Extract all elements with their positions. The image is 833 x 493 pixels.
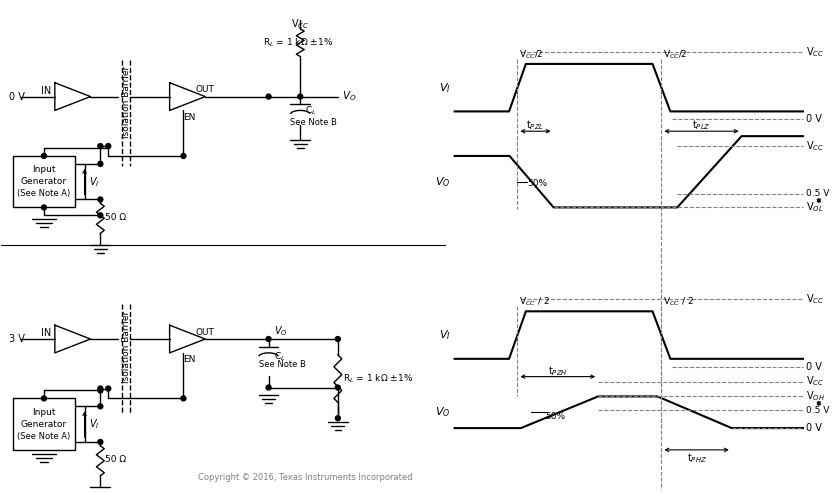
Text: V$_{OL}$: V$_{OL}$ <box>806 201 824 214</box>
Text: V$_{OH}$: V$_{OH}$ <box>806 389 825 403</box>
Text: 0.5 V: 0.5 V <box>806 406 830 415</box>
Text: See Note B: See Note B <box>259 360 306 369</box>
Text: 0 V: 0 V <box>806 362 822 372</box>
Text: V$_{CC}$/2: V$_{CC}$/2 <box>520 48 544 61</box>
Text: V$_I$: V$_I$ <box>439 81 451 95</box>
Circle shape <box>106 143 111 148</box>
Text: 0 V: 0 V <box>806 423 822 433</box>
Circle shape <box>181 396 186 401</box>
Text: V$_{CC}$/2: V$_{CC}$/2 <box>663 48 688 61</box>
Circle shape <box>106 386 111 391</box>
Text: 50 Ω: 50 Ω <box>105 213 127 222</box>
Text: V$_{CC}$: V$_{CC}$ <box>291 17 309 31</box>
Circle shape <box>97 143 102 148</box>
Bar <box>13 156 75 208</box>
Text: V$_{CC}$: V$_{CC}$ <box>806 375 824 388</box>
Text: IN: IN <box>41 328 51 338</box>
Circle shape <box>97 161 102 166</box>
Text: 50 Ω: 50 Ω <box>105 455 127 464</box>
Text: 50%: 50% <box>546 412 566 421</box>
Text: Isolation Barrier: Isolation Barrier <box>122 66 131 138</box>
Text: t$_{PZH}$: t$_{PZH}$ <box>548 364 567 378</box>
Text: V$_I$: V$_I$ <box>89 175 100 189</box>
Text: (See Note A): (See Note A) <box>17 431 71 441</box>
Text: Copyright © 2016, Texas Instruments Incorporated: Copyright © 2016, Texas Instruments Inco… <box>197 473 412 482</box>
Text: 3 V: 3 V <box>9 334 25 344</box>
Text: OUT: OUT <box>196 85 214 94</box>
Text: t$_{PHZ}$: t$_{PHZ}$ <box>686 451 706 465</box>
Text: V$_O$: V$_O$ <box>435 175 451 189</box>
Circle shape <box>97 197 102 202</box>
Circle shape <box>336 337 341 342</box>
Text: 0 V: 0 V <box>9 92 25 102</box>
Circle shape <box>42 205 47 210</box>
Text: Input: Input <box>32 408 56 417</box>
Text: Input: Input <box>32 165 56 175</box>
Text: OUT: OUT <box>196 328 214 337</box>
Circle shape <box>97 388 102 393</box>
Text: V$_{CC}$: V$_{CC}$ <box>806 292 824 306</box>
Text: V$_{CC}$: V$_{CC}$ <box>806 139 824 153</box>
Text: C$_L$: C$_L$ <box>273 351 285 363</box>
Text: V$_I$: V$_I$ <box>89 417 100 431</box>
Circle shape <box>336 385 341 390</box>
Circle shape <box>297 94 302 99</box>
Circle shape <box>42 153 47 158</box>
Text: See Note B: See Note B <box>291 118 337 127</box>
Text: C$_L$: C$_L$ <box>305 104 317 117</box>
Text: R$_L$ = 1 kΩ ±1%: R$_L$ = 1 kΩ ±1% <box>262 36 333 49</box>
Text: V$_O$: V$_O$ <box>435 405 451 419</box>
Text: Isolation Barrier: Isolation Barrier <box>122 311 131 383</box>
Circle shape <box>266 337 271 342</box>
Text: V$_I$: V$_I$ <box>439 328 451 342</box>
Text: V$_{CC}$: V$_{CC}$ <box>806 45 824 59</box>
Bar <box>13 398 75 450</box>
Circle shape <box>266 94 271 99</box>
Circle shape <box>97 213 102 218</box>
Circle shape <box>97 439 102 444</box>
Text: V$_{CC}$ / 2: V$_{CC}$ / 2 <box>520 296 551 308</box>
Text: 0.5 V: 0.5 V <box>806 189 830 198</box>
Text: t$_{PZL}$: t$_{PZL}$ <box>526 118 545 132</box>
Circle shape <box>266 385 271 390</box>
Text: V$_O$: V$_O$ <box>273 324 287 338</box>
Text: R$_L$ = 1 kΩ ±1%: R$_L$ = 1 kΩ ±1% <box>343 372 413 385</box>
Text: EN: EN <box>183 113 196 122</box>
Text: V$_O$: V$_O$ <box>342 90 357 104</box>
Text: (See Note A): (See Note A) <box>17 189 71 198</box>
Text: 50%: 50% <box>527 179 547 188</box>
Circle shape <box>97 386 102 391</box>
Text: IN: IN <box>41 86 51 96</box>
Circle shape <box>336 416 341 421</box>
Text: EN: EN <box>183 355 196 364</box>
Text: t$_{PLZ}$: t$_{PLZ}$ <box>692 118 711 132</box>
Text: Generator: Generator <box>21 177 67 186</box>
Circle shape <box>97 404 102 409</box>
Circle shape <box>42 396 47 401</box>
Text: Generator: Generator <box>21 420 67 428</box>
Circle shape <box>181 153 186 158</box>
Text: 0 V: 0 V <box>806 114 822 124</box>
Text: V$_{CC}$ / 2: V$_{CC}$ / 2 <box>663 296 694 308</box>
